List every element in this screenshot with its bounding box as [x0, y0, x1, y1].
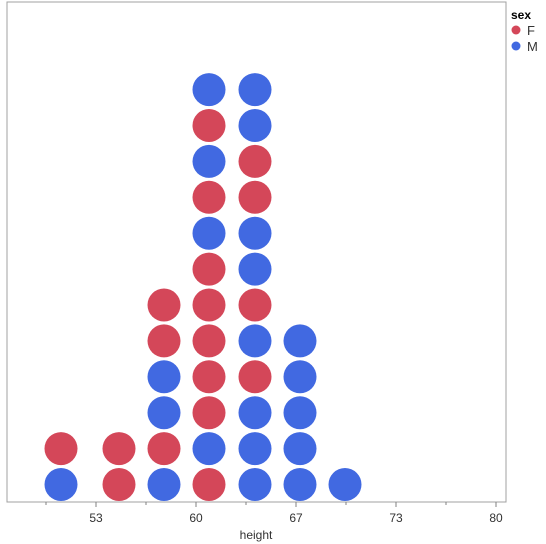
data-point-f	[44, 432, 78, 466]
dots-layer	[44, 73, 362, 501]
data-point-m	[192, 432, 226, 466]
data-point-f	[192, 396, 226, 430]
data-point-m	[283, 324, 317, 358]
data-point-m	[147, 396, 181, 430]
data-point-m	[192, 216, 226, 250]
data-point-f	[192, 109, 226, 142]
data-point-f	[238, 360, 272, 394]
data-point-f	[147, 432, 181, 466]
legend-swatch-m	[511, 41, 521, 51]
legend-swatch-f	[511, 25, 521, 35]
data-point-m	[238, 216, 272, 250]
data-point-f	[192, 180, 226, 214]
data-point-m	[238, 468, 272, 501]
legend-label-m: M	[527, 39, 538, 54]
data-point-f	[238, 144, 272, 178]
data-point-f	[147, 324, 181, 358]
data-point-m	[283, 396, 317, 430]
legend-title: sex	[511, 8, 531, 22]
x-tick-label: 53	[89, 511, 103, 525]
data-point-m	[192, 73, 226, 107]
x-axis: 53 60 67 73 80	[45, 502, 503, 525]
data-point-f	[192, 360, 226, 394]
data-point-f	[192, 468, 226, 501]
data-point-f	[192, 288, 226, 322]
data-point-m	[238, 252, 272, 286]
legend: sex F M	[511, 8, 538, 54]
data-point-m	[283, 360, 317, 394]
data-point-f	[192, 252, 226, 286]
data-point-f	[238, 180, 272, 214]
data-point-m	[283, 468, 317, 501]
data-point-f	[102, 468, 136, 501]
data-point-m	[192, 144, 226, 178]
data-point-m	[238, 324, 272, 358]
data-point-m	[238, 396, 272, 430]
data-point-m	[147, 468, 181, 501]
x-axis-label: height	[240, 528, 273, 542]
x-tick-label: 80	[489, 511, 503, 525]
data-point-m	[147, 360, 181, 394]
legend-label-f: F	[527, 23, 535, 38]
data-point-m	[44, 468, 78, 501]
x-tick-label: 73	[389, 511, 403, 525]
data-point-f	[102, 432, 136, 466]
data-point-m	[328, 468, 362, 501]
data-point-m	[283, 432, 317, 466]
x-tick-label: 60	[189, 511, 203, 525]
x-tick-label: 67	[289, 511, 303, 525]
data-point-f	[192, 324, 226, 358]
data-point-m	[238, 73, 272, 107]
data-point-m	[238, 432, 272, 466]
data-point-m	[238, 109, 272, 142]
data-point-f	[147, 288, 181, 322]
data-point-f	[238, 288, 272, 322]
